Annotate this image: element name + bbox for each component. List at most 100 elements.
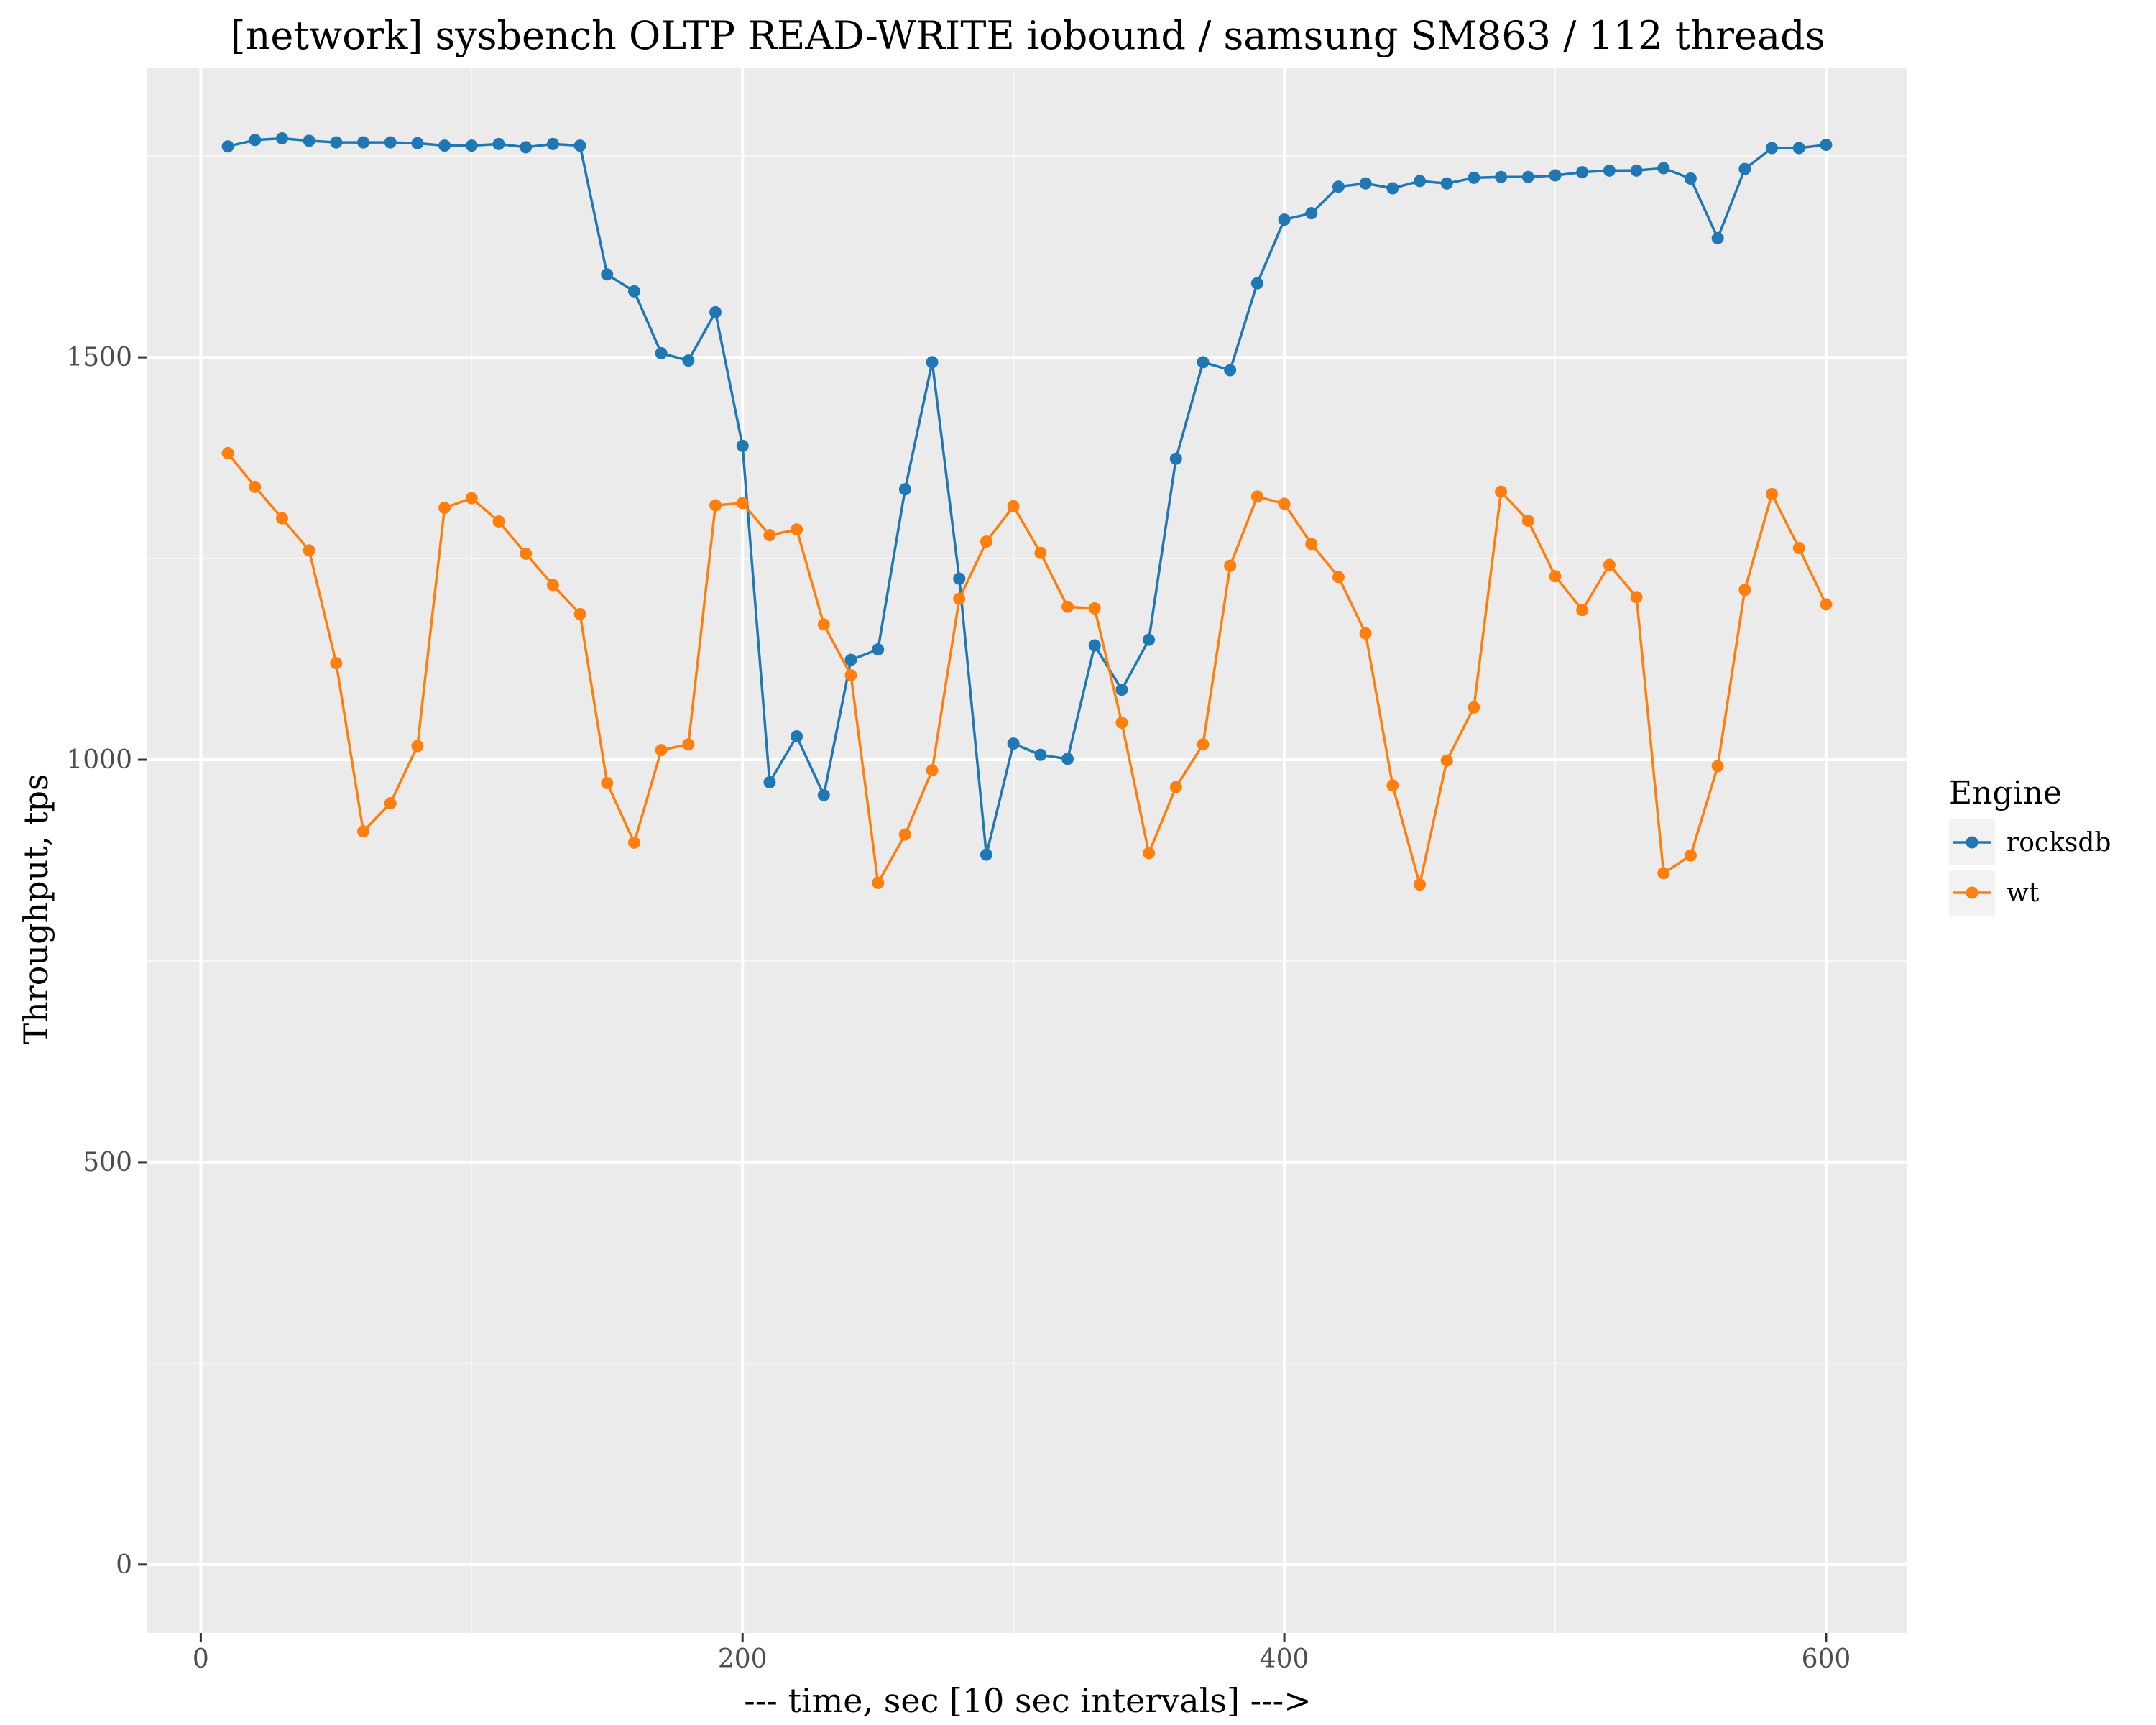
data-point-wt	[330, 657, 343, 670]
data-point-wt	[1197, 738, 1210, 751]
data-point-wt	[817, 618, 830, 631]
data-point-rocksdb	[1359, 177, 1372, 190]
x-tick-label: 600	[1802, 1644, 1851, 1674]
data-point-rocksdb	[1034, 748, 1047, 761]
data-point-wt	[573, 607, 586, 620]
data-point-rocksdb	[1468, 171, 1480, 184]
data-point-rocksdb	[1603, 164, 1616, 177]
data-point-wt	[601, 776, 614, 789]
data-point-rocksdb	[1440, 177, 1453, 190]
data-point-wt	[1332, 571, 1345, 584]
data-point-wt	[1034, 546, 1047, 559]
data-point-rocksdb	[1414, 175, 1427, 188]
data-point-rocksdb	[1169, 452, 1182, 465]
data-point-rocksdb	[1684, 172, 1697, 185]
data-point-rocksdb	[492, 137, 505, 150]
data-point-wt	[736, 497, 749, 510]
data-point-wt	[709, 499, 722, 512]
data-point-wt	[1440, 754, 1453, 767]
data-point-rocksdb	[303, 134, 315, 147]
data-point-rocksdb	[1521, 170, 1534, 183]
data-point-rocksdb	[1197, 356, 1210, 369]
data-point-wt	[1576, 604, 1589, 617]
data-point-rocksdb	[1386, 182, 1399, 195]
legend-point-rocksdb	[1966, 836, 1978, 849]
y-tick-label: 500	[83, 1148, 132, 1177]
axes-layer: 0 200 400 600 0 500 1000 1500	[66, 343, 1851, 1674]
legend-label-rocksdb: rocksdb	[2007, 828, 2111, 857]
series-rocksdb	[221, 132, 1833, 861]
data-point-wt	[763, 529, 776, 542]
y-tick-label: 1500	[66, 343, 132, 372]
data-point-wt	[1250, 490, 1263, 503]
data-point-rocksdb	[682, 354, 695, 367]
data-point-wt	[1630, 591, 1643, 604]
data-point-wt	[1007, 500, 1020, 512]
data-point-rocksdb	[275, 132, 288, 145]
data-point-rocksdb	[1007, 737, 1020, 750]
data-point-wt	[655, 744, 668, 757]
y-tick-label: 1000	[66, 745, 132, 775]
data-point-wt	[1224, 559, 1237, 572]
data-point-wt	[682, 738, 695, 751]
data-point-wt	[926, 764, 939, 777]
data-point-wt	[1792, 542, 1805, 555]
data-point-wt	[1738, 584, 1751, 597]
minor-gridlines	[147, 68, 1907, 1633]
data-point-rocksdb	[1576, 166, 1589, 179]
data-point-rocksdb	[465, 139, 478, 152]
data-point-rocksdb	[844, 653, 857, 666]
data-point-wt	[275, 512, 288, 525]
data-point-rocksdb	[1088, 639, 1101, 652]
data-point-rocksdb	[1630, 164, 1643, 177]
data-point-wt	[898, 828, 911, 841]
data-point-wt	[221, 446, 234, 459]
data-point-rocksdb	[249, 134, 262, 147]
data-point-wt	[1088, 602, 1101, 615]
data-point-wt	[1061, 600, 1074, 613]
data-point-wt	[1359, 627, 1372, 640]
data-point-rocksdb	[763, 776, 776, 788]
data-point-rocksdb	[1061, 753, 1074, 765]
legend-label-wt: wt	[2007, 878, 2040, 908]
data-point-wt	[980, 535, 992, 548]
data-point-rocksdb	[1115, 684, 1128, 696]
data-point-rocksdb	[411, 137, 424, 150]
plot-panel	[147, 68, 1907, 1633]
data-point-rocksdb	[1820, 139, 1833, 152]
data-point-wt	[492, 515, 505, 528]
data-point-rocksdb	[384, 136, 397, 149]
data-point-wt	[384, 796, 397, 809]
data-point-rocksdb	[601, 268, 614, 281]
data-point-rocksdb	[872, 643, 885, 656]
data-point-rocksdb	[655, 347, 668, 360]
data-point-wt	[465, 492, 478, 505]
data-point-wt	[1657, 867, 1670, 880]
data-point-rocksdb	[573, 139, 586, 152]
data-point-rocksdb	[221, 140, 234, 153]
data-point-rocksdb	[709, 305, 722, 318]
data-point-wt	[411, 740, 424, 753]
data-point-rocksdb	[546, 137, 559, 150]
data-point-rocksdb	[1224, 364, 1237, 377]
data-point-wt	[1169, 781, 1182, 794]
data-point-wt	[953, 592, 966, 605]
y-tick-label: 0	[116, 1550, 132, 1580]
data-point-rocksdb	[898, 483, 911, 496]
data-point-wt	[1115, 717, 1128, 730]
data-point-rocksdb	[1250, 277, 1263, 290]
data-point-wt	[520, 547, 533, 560]
data-point-rocksdb	[953, 572, 966, 585]
x-axis-title: --- time, sec [10 sec intervals] --->	[744, 1681, 1312, 1720]
data-point-wt	[438, 502, 451, 515]
data-point-rocksdb	[1738, 162, 1751, 175]
data-point-rocksdb	[791, 730, 803, 743]
data-point-wt	[1495, 485, 1508, 498]
x-tick-label: 400	[1260, 1644, 1309, 1674]
data-point-wt	[872, 876, 885, 889]
data-point-wt	[844, 668, 857, 681]
data-point-wt	[1305, 538, 1318, 551]
data-point-rocksdb	[520, 141, 533, 154]
data-point-wt	[1766, 487, 1779, 500]
